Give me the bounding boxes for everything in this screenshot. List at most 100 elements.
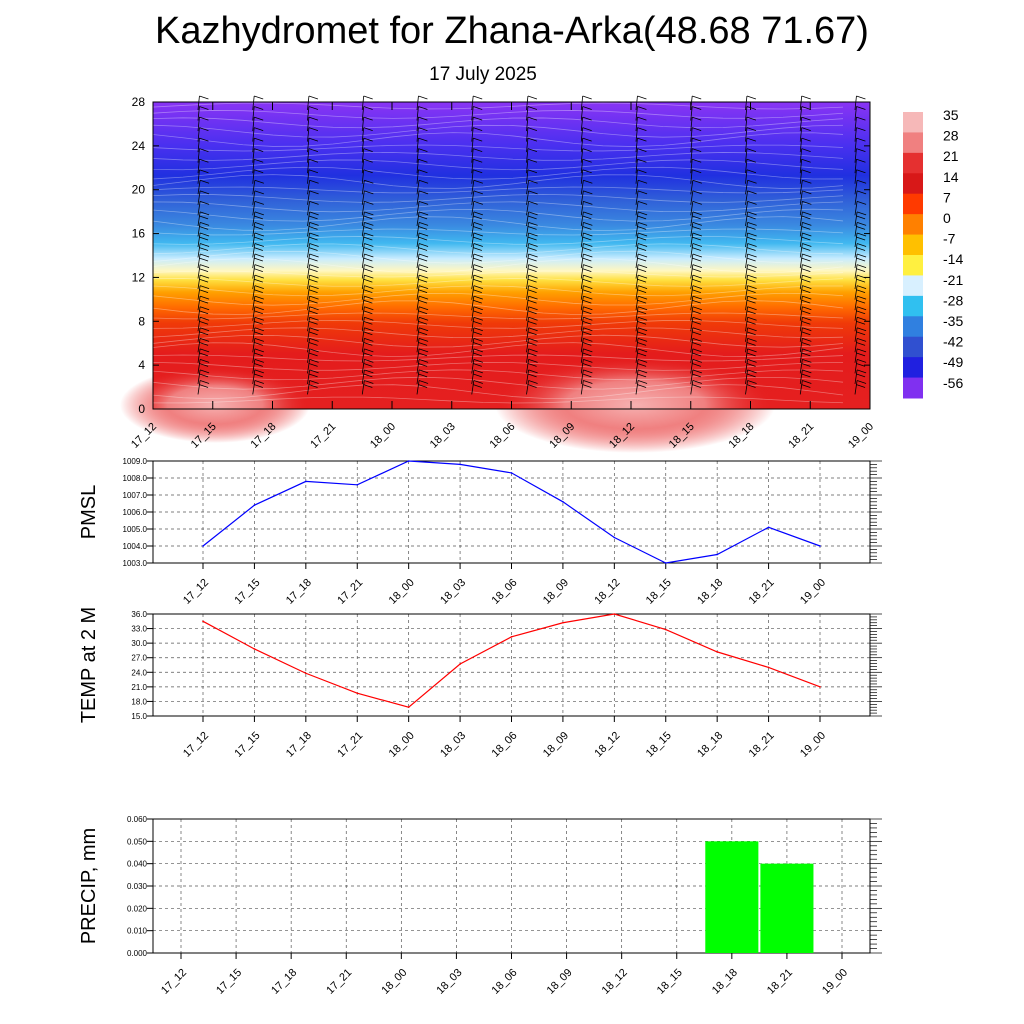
x-tick-label: 17_12: [159, 967, 189, 997]
wind-barb: [745, 327, 757, 342]
wind-barb: [745, 348, 757, 363]
wind-barb: [690, 137, 702, 153]
wind-barb: [252, 127, 264, 142]
wind-barb: [197, 127, 209, 142]
y-tick-label: 0.000: [127, 949, 148, 958]
x-tick-label: 17_21: [335, 577, 365, 607]
wind-barb: [416, 158, 428, 174]
isotherm-line: [152, 216, 844, 231]
wind-barb: [197, 316, 210, 332]
wind-barb: [252, 137, 264, 153]
wind-barb: [252, 380, 264, 395]
data-point: [253, 504, 256, 507]
wind-barb: [635, 253, 648, 269]
wind-barb: [471, 253, 483, 269]
colorbar-swatch: [903, 152, 923, 174]
wind-barb: [197, 158, 209, 174]
wind-barb: [416, 327, 429, 342]
wind-barb: [635, 232, 648, 248]
data-point: [664, 628, 667, 631]
wind-barb: [197, 264, 210, 279]
wind-barb: [799, 327, 812, 342]
wind-barb: [745, 169, 757, 184]
wind-barb: [635, 222, 648, 237]
colorbar-swatch: [903, 275, 923, 297]
y-axis-label: PRECIP, mm: [78, 828, 100, 944]
wind-barb: [197, 285, 210, 300]
y-tick-label: 1008.0: [123, 474, 148, 483]
wind-barb: [197, 327, 210, 342]
wind-barb: [197, 359, 210, 374]
x-tick-label: 18_15: [644, 577, 674, 607]
wind-barb: [854, 264, 867, 279]
wind-barb: [580, 295, 593, 311]
wind-barb: [854, 369, 867, 384]
wind-barb: [471, 337, 483, 353]
wind-barb: [307, 127, 319, 142]
wind-barb: [580, 316, 593, 332]
isotherm-line: [152, 186, 844, 194]
wind-barb: [361, 222, 374, 237]
wind-barb: [799, 106, 811, 121]
wind-barb: [854, 348, 867, 363]
wind-barb: [307, 359, 319, 374]
wind-barb: [854, 232, 867, 248]
data-point: [305, 480, 307, 483]
wind-barb: [361, 369, 374, 384]
wind-barb: [416, 348, 429, 363]
wind-barb: [361, 169, 373, 184]
isotherm-line: [152, 159, 844, 171]
chart-subtitle: 17 July 2025: [429, 64, 537, 85]
x-tick-label: 18_03: [434, 967, 464, 997]
wind-barb: [471, 190, 483, 205]
wind-barb: [252, 232, 264, 248]
wind-barb: [252, 179, 264, 195]
wind-barb: [854, 316, 867, 332]
wind-barb: [580, 148, 592, 163]
panel-frame: [152, 613, 871, 717]
isotherm-line: [152, 152, 844, 161]
wind-barb: [416, 148, 428, 163]
isotherm-line: [152, 166, 844, 180]
wind-barb: [854, 116, 866, 132]
y-tick-label: 30.0: [131, 639, 147, 648]
wind-barb: [361, 359, 374, 374]
wind-barb: [416, 232, 429, 248]
x-tick-label: 18_00: [379, 967, 409, 997]
y-tick-label: 24: [132, 139, 146, 153]
isotherm-line: [152, 174, 844, 189]
isotherm-line: [152, 396, 844, 404]
wind-barb: [580, 190, 593, 205]
isotherm-line: [152, 110, 844, 119]
temp-panel: 15.0 18.0 21.0 24.0 27.0 30.0 33.0 36.0 17_12 17_…: [78, 607, 882, 760]
data-point: [202, 620, 204, 623]
wind-barb: [471, 306, 483, 321]
wind-barb: [799, 148, 811, 163]
wind-barb: [854, 243, 867, 258]
wind-barb: [799, 243, 812, 258]
wind-barb: [471, 327, 483, 342]
x-tick-label: 19_00: [846, 421, 876, 451]
wind-barb: [471, 285, 483, 300]
wind-barb: [690, 380, 702, 395]
y-tick-label: 1004.0: [123, 542, 148, 551]
wind-barb: [580, 95, 592, 111]
wind-barb: [526, 295, 538, 311]
wind-barb: [416, 116, 428, 132]
y-tick-label: 8: [138, 314, 145, 328]
y-tick-label: 0.030: [127, 882, 148, 891]
isotherm-line: [152, 292, 844, 306]
wind-barb: [580, 127, 592, 142]
data-point: [202, 545, 204, 547]
isotherm-line: [152, 362, 844, 371]
x-tick-label: 18_06: [490, 577, 520, 607]
colorbar-label: 7: [943, 189, 951, 205]
wind-barb: [361, 295, 374, 311]
precip-panel: 0.000 0.010 0.020 0.030 0.040 0.050 0.060 17_12…: [78, 815, 882, 997]
wind-barb: [416, 169, 428, 184]
wind-barb: [307, 295, 319, 311]
colorbar-label: -49: [943, 354, 963, 370]
wind-barb: [799, 116, 811, 132]
wind-barb: [635, 158, 647, 174]
wind-barb: [471, 127, 483, 142]
